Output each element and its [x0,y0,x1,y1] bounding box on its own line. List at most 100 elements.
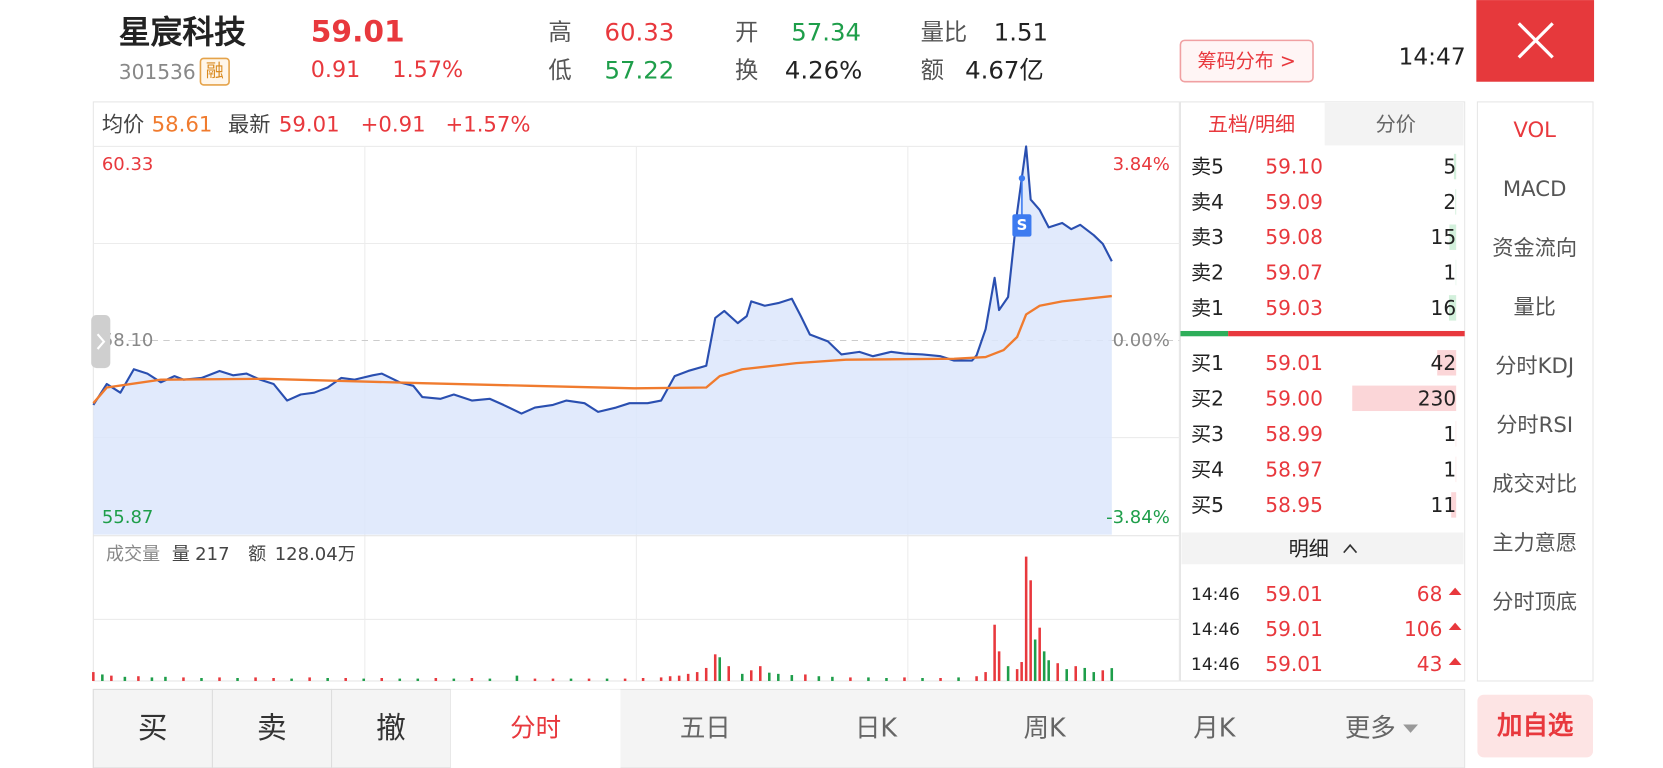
details-header-bg[interactable] [1181,532,1464,565]
period-tab[interactable]: 月K [1193,714,1236,744]
volume-bar [1038,627,1041,681]
stat-label: 换 [735,56,758,84]
side-menu-item[interactable]: 分时RSI [1496,413,1573,438]
volume-bar [326,678,329,681]
trade-time: 14:46 [1191,619,1240,639]
depth-bar [1352,385,1457,412]
order-book-tab[interactable]: 分价 [1376,112,1416,136]
volume-bar [254,677,257,681]
add-watchlist-box[interactable] [1477,694,1594,758]
trade-direction [1448,622,1462,631]
clock: 14:47 [1398,42,1465,70]
stat-label: 额 [921,56,944,84]
depth-volume: 1 [1443,261,1456,285]
volume-bar [1020,662,1023,681]
chip-button-box[interactable] [1179,39,1314,83]
volume-bar [1006,666,1010,681]
volume-bar [605,678,609,681]
stat-label: 高 [548,18,571,46]
ratio-bar-sell [1180,330,1229,337]
volume-bar [718,657,721,681]
side-menu-item[interactable]: 分时KDJ [1495,354,1574,379]
volume-bar [1101,670,1105,681]
volume-bar [362,678,365,681]
side-menu-item[interactable]: 成交对比 [1492,472,1577,497]
side-menu-item[interactable]: 资金流向 [1492,236,1577,261]
order-book-tab[interactable]: 五档/明细 [1208,112,1295,136]
trade-button[interactable]: 卖 [257,711,287,746]
trade-price: 59.01 [1265,582,1323,606]
depth-price: 59.10 [1265,155,1323,179]
depth-bar [1453,153,1457,180]
volume-bar [344,678,347,681]
side-menu-item[interactable]: MACD [1503,177,1567,202]
trade-button[interactable]: 买 [138,711,168,746]
price-area [93,146,1112,535]
volume-bar [110,675,113,681]
depth-label: 卖2 [1191,261,1224,285]
tab-inactive-bg [1324,102,1464,146]
depth-label: 买4 [1191,457,1224,481]
stock-code: 301536 [119,60,196,84]
period-tab[interactable]: 分时 [510,714,561,744]
volume-bar [218,677,221,681]
volume-label: 量 [172,544,190,565]
stat-value: 1.51 [994,17,1048,46]
depth-label: 卖1 [1191,296,1224,320]
trade-direction [1448,587,1462,596]
volume-bar [997,651,1001,681]
depth-label: 买1 [1191,351,1224,375]
chip-button[interactable]: 筹码分布 > [1198,50,1296,73]
trade-button-box[interactable] [211,688,333,768]
stat-label: 量比 [921,18,968,46]
side-menu-item[interactable]: 主力意愿 [1492,531,1577,556]
volume-bar [704,667,708,681]
trade-button-box[interactable] [92,688,213,768]
volume-bar [817,676,821,681]
volume-bar [695,672,699,681]
side-menu-item[interactable]: 分时顶底 [1492,590,1577,615]
ratio-bar-buy [1228,330,1465,337]
volume-bar [150,677,154,681]
side-menu-panel [1476,101,1594,682]
depth-label: 卖4 [1191,190,1224,214]
average-line [92,294,1112,404]
volume-bar [1024,556,1028,681]
volume-bar [659,677,663,681]
depth-price: 59.07 [1265,261,1323,285]
volume-bar [1033,639,1037,681]
volume-bar [1042,651,1046,681]
volume-bar [768,672,771,681]
price-line [92,145,1113,415]
legend-label: 均价 [102,113,144,138]
depth-volume: 16 [1431,296,1457,320]
pull-tab-icon [96,333,106,350]
volume-bar [1056,663,1059,681]
volume-bar [515,675,519,681]
side-menu-item[interactable]: 量比 [1513,295,1555,320]
more-caret [1403,724,1419,733]
volume-bar [677,675,681,681]
pull-tab[interactable] [91,315,111,369]
signal-dot [1018,175,1026,182]
depth-volume: 15 [1431,225,1457,249]
period-tab[interactable]: 日K [855,714,898,744]
trade-button[interactable]: 撤 [376,711,406,746]
volume-bar [939,678,942,681]
side-menu-item[interactable]: VOL [1513,118,1556,143]
add-watchlist[interactable]: 加自选 [1497,711,1574,741]
period-tab[interactable]: 更多 [1345,714,1396,744]
trade-button-box[interactable] [331,688,452,768]
volume-bar [398,678,402,681]
volume-bar [416,678,420,681]
volume-bar [290,678,293,681]
volume-bar [1015,669,1019,681]
period-tab[interactable]: 周K [1024,714,1067,744]
period-tab[interactable]: 五日 [680,714,731,744]
volume-bar [759,666,762,681]
details-title[interactable]: 明细 [1289,536,1329,560]
volume-bar [164,676,167,681]
stat-value: 60.33 [605,17,675,46]
trade-time: 14:46 [1191,654,1240,674]
